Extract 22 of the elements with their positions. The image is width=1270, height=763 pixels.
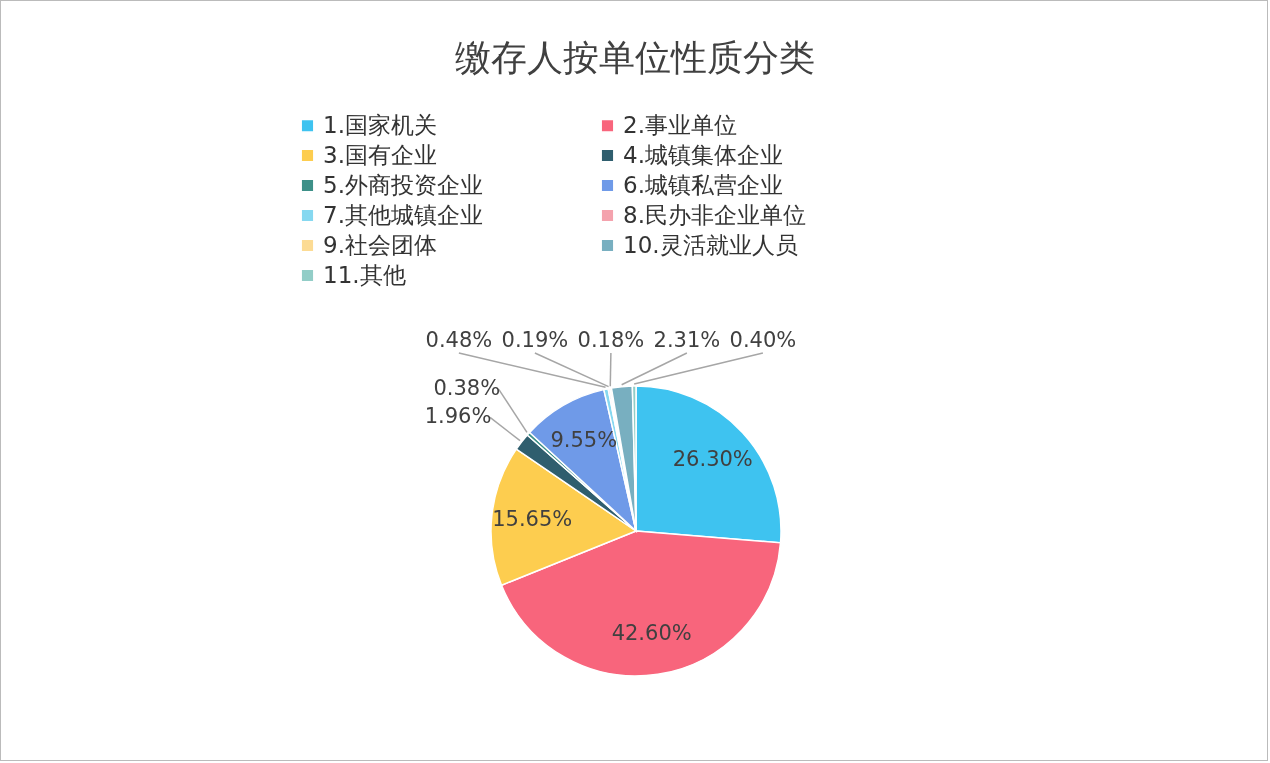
data-label: 15.65% — [492, 506, 573, 531]
data-label: 0.38% — [433, 376, 501, 401]
legend-label: 5.外商投资企业 — [323, 171, 483, 198]
legend-label: 2.事业单位 — [623, 111, 737, 138]
legend-label: 4.城镇集体企业 — [623, 141, 783, 168]
data-label: 0.40% — [729, 328, 797, 352]
legend-label: 11.其他 — [323, 261, 406, 288]
legend-label: 7.其他城镇企业 — [323, 201, 483, 228]
data-label: 42.60% — [611, 621, 692, 646]
data-label: 0.48% — [425, 328, 493, 352]
data-label: 0.18% — [577, 328, 645, 352]
data-label: 1.96% — [424, 404, 492, 429]
legend-label: 9.社会团体 — [323, 231, 437, 258]
chart-title: 缴存人按单位性质分类 — [455, 37, 815, 78]
data-label: 0.19% — [501, 328, 569, 352]
legend-label: 8.民办非企业单位 — [623, 201, 806, 228]
data-label: 2.31% — [653, 328, 721, 352]
legend-label: 3.国有企业 — [323, 141, 437, 168]
legend-label: 1.国家机关 — [323, 111, 437, 138]
legend-label: 10.灵活就业人员 — [623, 231, 798, 258]
legend-label: 6.城镇私营企业 — [623, 171, 783, 198]
data-label: 26.30% — [672, 447, 753, 472]
